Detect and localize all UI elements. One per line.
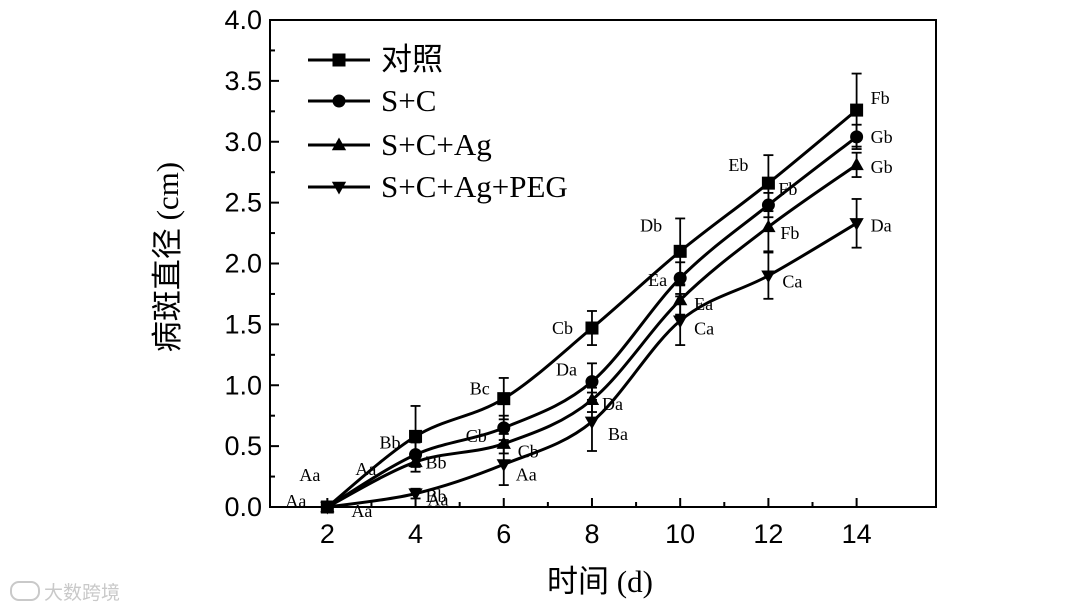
significance-label: Fb (778, 179, 797, 199)
significance-label: Ca (782, 272, 802, 292)
y-tick-label: 3.0 (224, 127, 262, 157)
significance-label: Cb (552, 318, 573, 338)
marker-triangle-down (849, 218, 864, 231)
significance-label: Aa (351, 501, 372, 521)
marker-triangle-down (673, 315, 688, 329)
y-tick-label: 0.5 (224, 431, 262, 461)
x-tick-label: 14 (842, 519, 872, 549)
significance-label: Ea (694, 294, 713, 314)
y-tick-label: 0.0 (224, 492, 262, 522)
significance-label: Cb (518, 442, 539, 462)
x-tick-label: 4 (408, 519, 423, 549)
marker-triangle-up (849, 157, 864, 171)
legend-label: S+C (381, 83, 436, 118)
watermark: 大数跨境 (10, 578, 120, 605)
plot-frame (269, 19, 937, 508)
significance-label: Da (556, 360, 577, 380)
significance-label: Da (871, 215, 892, 235)
series-layer (320, 72, 864, 515)
marker-triangle-down (331, 181, 347, 195)
marker-triangle-down (584, 416, 600, 430)
legend: 对照 S+C S+C+Ag S+C+Ag+PEG (308, 42, 568, 204)
legend-item-1: S+C (308, 83, 436, 118)
significance-label: Gb (871, 127, 893, 147)
significance-label: Bb (380, 432, 401, 452)
significance-labels: AaBbBcCbDbEbFbAaBbCbDaEaFbGbAaBbCbDaEaFb… (285, 88, 892, 521)
legend-item-0: 对照 (308, 42, 443, 77)
y-tick-label: 1.5 (224, 309, 262, 339)
y-tick-label: 2.0 (224, 249, 262, 279)
infinity-logo-icon (10, 581, 40, 601)
marker-triangle-up (761, 219, 776, 233)
significance-label: Aa (285, 491, 306, 511)
marker-triangle-up (496, 436, 511, 449)
significance-label: Bb (426, 453, 447, 473)
marker-circle (585, 375, 599, 389)
significance-label: Cb (466, 426, 487, 446)
significance-label: Gb (871, 157, 893, 177)
x-tick-label: 6 (496, 519, 511, 549)
legend-label: S+C+Ag+PEG (381, 169, 568, 204)
significance-label: Fb (780, 223, 799, 243)
marker-triangle-up (331, 137, 347, 151)
watermark-text: 大数跨境 (44, 582, 121, 604)
x-tick-label: 10 (665, 519, 695, 549)
x-axis-title: 时间 (d) (547, 564, 653, 599)
y-tick-label: 2.5 (224, 188, 262, 218)
legend-item-2: S+C+Ag (308, 127, 492, 162)
y-tick-label: 3.5 (224, 66, 262, 96)
marker-square (761, 176, 775, 190)
legend-item-3: S+C+Ag+PEG (308, 169, 568, 204)
marker-triangle-down (320, 501, 335, 515)
significance-label: Aa (428, 490, 449, 510)
y-tick-label: 1.0 (224, 370, 262, 400)
axes: 2 4 6 8 10 12 14 0.0 0.5 1.0 1.5 2.0 2.5 3.0 3.5 4.0 (224, 5, 937, 549)
x-tick-label: 12 (753, 519, 783, 549)
series-3 (320, 198, 864, 515)
significance-label: Aa (299, 465, 320, 485)
marker-triangle-down (761, 270, 776, 284)
significance-label: Ba (608, 424, 628, 444)
marker-triangle-down (496, 459, 511, 472)
significance-label: Bb (426, 486, 447, 506)
significance-label: Ea (648, 270, 667, 290)
marker-circle (497, 421, 511, 435)
marker-square (332, 53, 346, 67)
significance-label: Aa (355, 459, 376, 479)
marker-triangle-down (408, 488, 423, 502)
x-tick-label: 8 (584, 519, 599, 549)
significance-label: Eb (728, 155, 748, 175)
significance-label: Ca (694, 319, 714, 339)
marker-square (409, 429, 423, 443)
significance-label: Fb (871, 88, 890, 108)
marker-circle (332, 94, 346, 108)
marker-square (585, 321, 599, 335)
marker-triangle-up (408, 454, 423, 468)
legend-label: S+C+Ag (381, 127, 492, 162)
significance-label: Bc (470, 379, 490, 399)
marker-circle (673, 271, 687, 285)
significance-label: Aa (516, 464, 537, 484)
significance-label: Da (602, 394, 623, 414)
marker-square (497, 392, 511, 406)
significance-label: Db (640, 215, 662, 235)
marker-circle (850, 130, 864, 144)
marker-square (850, 103, 864, 117)
y-axis-title: 病斑直径 (cm) (150, 162, 185, 352)
marker-square (673, 244, 687, 258)
x-tick-label: 2 (320, 519, 335, 549)
y-tick-label: 4.0 (224, 5, 262, 35)
legend-label: 对照 (381, 42, 443, 77)
series-2 (320, 151, 864, 513)
